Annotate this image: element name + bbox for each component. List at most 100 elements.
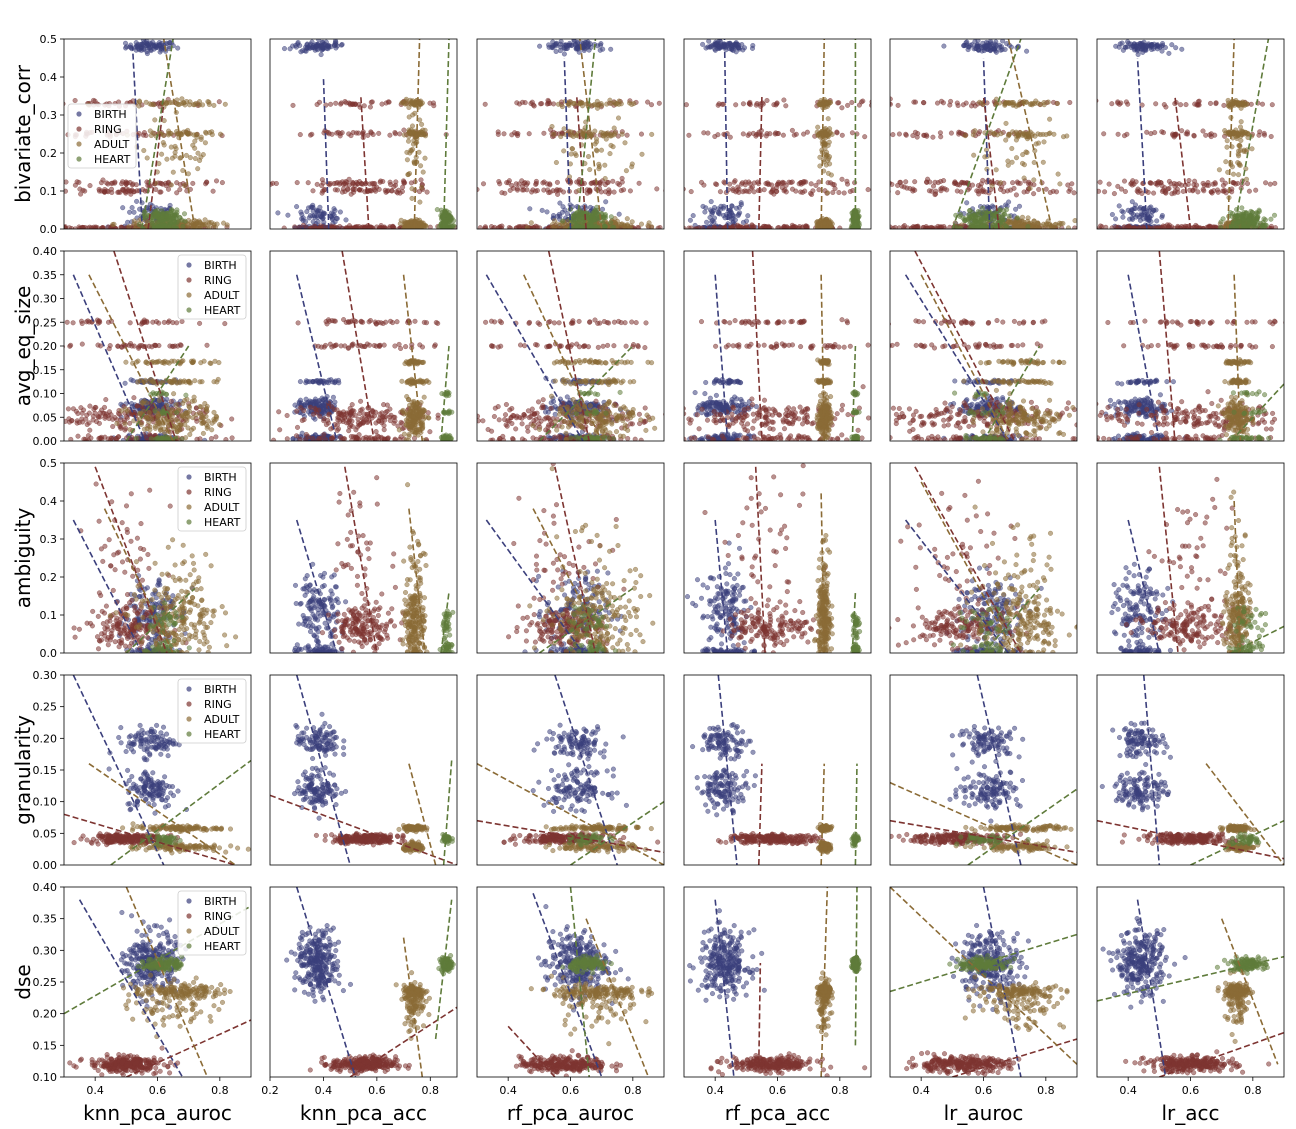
point-birth xyxy=(727,213,733,219)
point-ring xyxy=(174,190,180,196)
point-ring xyxy=(356,187,363,193)
point-adult xyxy=(823,141,829,147)
point-adult xyxy=(631,101,637,107)
point-ring xyxy=(496,178,502,185)
point-adult xyxy=(222,101,228,107)
point-ring xyxy=(557,187,563,193)
point-ring xyxy=(774,131,780,137)
point-ring xyxy=(499,223,505,229)
point-ring xyxy=(884,226,889,231)
point-ring xyxy=(912,179,918,185)
point-adult xyxy=(554,225,560,229)
point-birth xyxy=(558,39,564,45)
point-adult xyxy=(408,147,414,153)
point-ring xyxy=(740,131,746,137)
point-ring xyxy=(1184,129,1190,135)
point-adult xyxy=(569,146,575,152)
point-adult xyxy=(200,102,206,108)
point-birth xyxy=(1113,216,1119,222)
point-ring xyxy=(296,224,302,229)
point-adult xyxy=(172,153,178,159)
point-birth xyxy=(608,46,614,52)
point-ring xyxy=(975,188,981,194)
point-heart xyxy=(559,218,566,224)
point-birth xyxy=(158,47,164,53)
point-adult xyxy=(1055,171,1061,177)
plot-frame xyxy=(889,38,1078,230)
point-adult xyxy=(420,169,426,175)
point-adult xyxy=(596,164,602,170)
point-adult xyxy=(603,136,609,142)
point-birth xyxy=(315,219,321,225)
point-ring xyxy=(338,100,344,106)
point-ring xyxy=(786,179,792,185)
point-adult xyxy=(592,128,598,134)
point-adult xyxy=(822,225,828,229)
point-adult xyxy=(164,156,170,162)
point-birth xyxy=(1002,46,1008,53)
point-ring xyxy=(705,130,711,136)
point-ring xyxy=(1109,101,1115,107)
point-adult xyxy=(161,142,167,148)
point-ring xyxy=(862,134,868,140)
point-ring xyxy=(717,189,723,195)
point-ring xyxy=(698,179,705,185)
point-ring xyxy=(849,99,855,106)
point-birth xyxy=(1116,44,1122,50)
point-birth xyxy=(281,46,288,52)
trend-line-birth xyxy=(723,39,729,229)
point-ring xyxy=(1031,191,1037,197)
point-ring xyxy=(930,134,936,140)
point-ring xyxy=(799,225,805,229)
point-birth xyxy=(712,41,718,47)
point-ring xyxy=(1011,185,1017,191)
point-adult xyxy=(419,121,425,127)
point-birth xyxy=(704,219,710,225)
point-ring xyxy=(615,180,621,186)
point-adult xyxy=(814,222,820,228)
point-birth xyxy=(571,39,577,43)
point-ring xyxy=(329,131,335,137)
point-adult xyxy=(405,225,411,229)
point-birth xyxy=(333,215,339,221)
point-ring xyxy=(980,177,986,183)
point-ring xyxy=(1036,186,1042,193)
point-ring xyxy=(534,224,540,229)
point-adult xyxy=(1040,159,1046,165)
point-ring xyxy=(541,130,547,136)
point-adult xyxy=(397,221,403,227)
point-birth xyxy=(961,42,967,48)
point-ring xyxy=(802,188,808,194)
point-ring xyxy=(716,101,722,107)
point-ring xyxy=(836,189,842,196)
point-heart xyxy=(1001,208,1007,214)
point-birth xyxy=(293,44,299,50)
point-ring xyxy=(466,189,471,194)
point-birth xyxy=(1122,44,1128,50)
point-ring xyxy=(1067,99,1073,106)
point-birth xyxy=(294,204,300,210)
point-adult xyxy=(407,131,413,137)
point-ring xyxy=(1116,101,1123,107)
trend-line-adult xyxy=(820,39,826,229)
point-ring xyxy=(605,179,611,185)
point-ring xyxy=(82,188,88,194)
point-ring xyxy=(952,180,958,186)
point-ring xyxy=(376,130,382,136)
point-ring xyxy=(1115,131,1121,137)
point-ring xyxy=(509,132,515,138)
point-adult xyxy=(141,147,147,154)
point-adult xyxy=(602,162,608,168)
point-birth xyxy=(343,217,349,223)
point-ring xyxy=(213,178,220,184)
point-ring xyxy=(584,187,590,193)
point-ring xyxy=(401,127,407,133)
point-adult xyxy=(165,132,172,138)
point-adult xyxy=(566,174,573,180)
point-adult xyxy=(1072,218,1077,224)
point-ring xyxy=(783,189,789,195)
point-ring xyxy=(526,131,532,137)
point-ring xyxy=(809,191,815,198)
point-adult xyxy=(819,129,825,135)
point-adult xyxy=(409,100,415,106)
